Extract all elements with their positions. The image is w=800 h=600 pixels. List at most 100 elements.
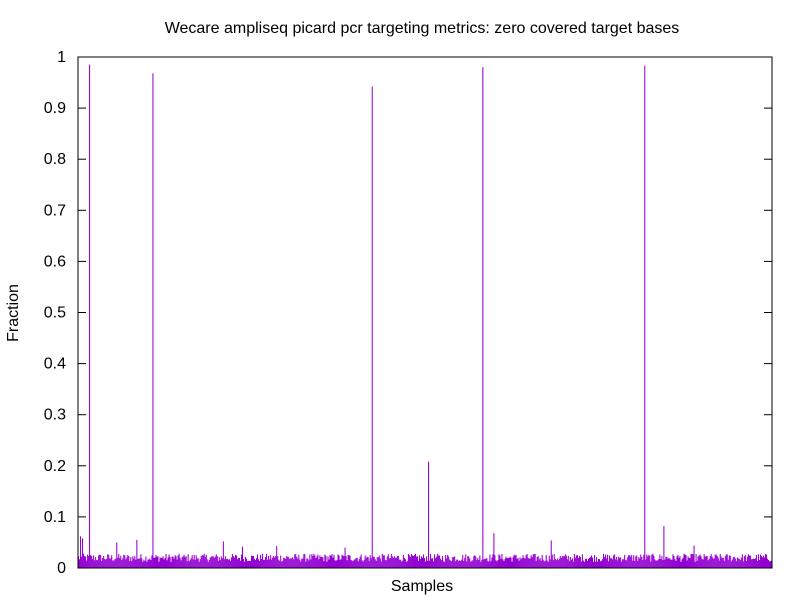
bar: [359, 556, 361, 568]
bar: [447, 554, 449, 568]
bar: [101, 560, 103, 568]
bar: [737, 558, 739, 568]
bar: [553, 554, 555, 568]
bar: [385, 560, 387, 568]
bar: [420, 556, 423, 568]
bar: [318, 559, 320, 568]
bar: [736, 557, 738, 568]
bar: [473, 556, 475, 568]
bar: [688, 558, 690, 568]
bar: [749, 555, 751, 568]
bar: [128, 556, 130, 568]
bar: [713, 558, 715, 568]
bar: [249, 560, 252, 568]
bar: [234, 555, 236, 568]
bar: [116, 542, 118, 568]
bar: [442, 555, 444, 568]
bar: [322, 557, 324, 568]
bar: [478, 559, 480, 568]
bar: [691, 553, 693, 568]
bar: [641, 556, 643, 568]
bar: [380, 561, 382, 568]
bar: [191, 555, 193, 568]
bar: [434, 554, 436, 568]
bar: [235, 555, 237, 568]
bar: [352, 561, 354, 568]
bar: [339, 559, 341, 568]
bar: [720, 556, 722, 568]
bar: [636, 555, 638, 568]
bar-series: [78, 64, 773, 569]
bar: [622, 559, 624, 568]
bar: [265, 557, 267, 568]
bar: [142, 561, 144, 568]
bar: [272, 557, 274, 568]
y-tick-label: 0.3: [44, 407, 66, 424]
bar: [546, 560, 548, 568]
bar: [372, 556, 374, 568]
bar: [559, 556, 561, 568]
bar: [83, 553, 85, 568]
bar: [612, 559, 614, 568]
bar: [125, 559, 127, 568]
bar: [122, 558, 124, 568]
bar: [487, 561, 489, 568]
bar: [364, 555, 366, 568]
bar: [732, 557, 734, 568]
bar: [219, 560, 221, 568]
bar: [739, 560, 741, 568]
bar: [520, 559, 522, 568]
bar: [129, 560, 131, 568]
bar: [239, 560, 241, 568]
bar: [576, 555, 578, 568]
bar: [705, 556, 707, 568]
bar: [448, 556, 450, 568]
bar: [316, 556, 318, 568]
bar: [85, 556, 87, 568]
bar: [580, 561, 582, 568]
bar: [602, 559, 604, 568]
bar: [262, 553, 264, 568]
bar: [437, 553, 439, 568]
bar: [582, 560, 584, 568]
bar: [452, 557, 454, 568]
bar: [699, 554, 701, 568]
bar: [767, 559, 770, 568]
bar: [744, 554, 746, 568]
bar: [428, 461, 430, 568]
bar: [477, 557, 479, 568]
bar: [446, 558, 448, 568]
bar: [651, 554, 653, 568]
bar: [574, 557, 576, 568]
bar: [180, 560, 182, 568]
bar: [121, 560, 123, 568]
bar: [283, 557, 285, 568]
bar: [573, 554, 575, 568]
bar: [629, 555, 631, 568]
bar: [754, 558, 756, 568]
bar: [625, 560, 627, 568]
bar: [459, 560, 461, 568]
y-tick-label: 1: [57, 49, 66, 66]
bar: [353, 559, 355, 568]
bar: [82, 538, 84, 568]
bar: [366, 556, 368, 568]
y-tick-label: 0.5: [44, 305, 66, 322]
bar: [135, 559, 137, 568]
bar: [536, 557, 538, 568]
bar: [572, 561, 574, 568]
bar: [337, 554, 339, 568]
bar: [664, 559, 666, 568]
bar: [166, 560, 168, 568]
bar: [391, 556, 393, 568]
bar: [254, 558, 256, 568]
bar: [261, 558, 263, 568]
bar: [603, 553, 605, 568]
bar: [207, 561, 209, 568]
bar: [441, 560, 443, 568]
bar: [253, 556, 255, 568]
bar: [538, 559, 540, 568]
bar: [317, 554, 319, 568]
bar: [167, 557, 169, 568]
bar: [543, 561, 545, 568]
